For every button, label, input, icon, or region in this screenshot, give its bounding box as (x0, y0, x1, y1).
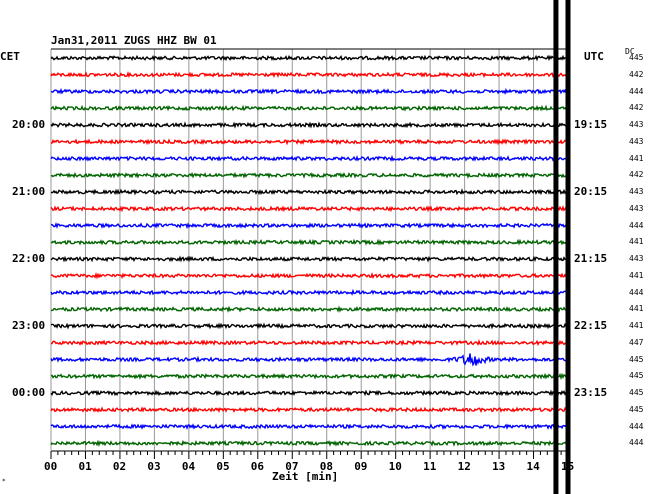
trace-row (50, 305, 569, 313)
right-hour-label: 20:15 (574, 185, 608, 198)
trace-row (50, 255, 569, 263)
x-tick-label: 02 (112, 460, 127, 473)
trace-row (50, 372, 569, 381)
trace-row (50, 104, 569, 112)
dc-offset-value: 445 (629, 354, 644, 364)
right-timezone-label: UTC (584, 50, 604, 63)
dc-offset-value: 445 (629, 388, 644, 397)
left-hour-label: 23:00 (12, 319, 46, 332)
x-tick-label: 14 (526, 460, 540, 473)
trace-row (50, 322, 569, 330)
x-tick-label: 07 (285, 460, 299, 473)
dc-offset-value: 444 (629, 438, 644, 448)
dc-offset-value: 443 (629, 187, 644, 196)
dc-offset-value: 442 (629, 103, 644, 113)
dc-offset-value: 443 (629, 120, 644, 129)
dc-offset-value: 441 (629, 304, 644, 314)
dc-offset-value: 445 (629, 371, 644, 381)
trace-row (50, 439, 569, 447)
chart-title: Jan31,2011 ZUGS HHZ BW 01 (51, 34, 217, 47)
dc-offset-value: 442 (629, 170, 644, 180)
time-markers (553, 0, 571, 494)
dc-offset-value: 444 (629, 86, 644, 96)
trace-row (50, 288, 569, 296)
left-hour-label: 22:00 (12, 252, 46, 265)
x-tick-label: 11 (423, 460, 437, 473)
x-axis-label: Zeit [min] (272, 470, 339, 483)
trace-row (50, 222, 569, 230)
dc-offset-value: 442 (629, 69, 644, 79)
x-tick-label: 12 (457, 460, 471, 473)
trace-lines (50, 54, 569, 447)
dc-offset-value: 441 (629, 321, 644, 330)
trace-row (50, 121, 569, 129)
dc-offset-value: 443 (629, 136, 644, 146)
dc-offset-value: 444 (629, 421, 644, 431)
x-tick-label: 13 (492, 460, 506, 473)
x-axis (50, 450, 569, 459)
left-timezone-label: CET (0, 50, 20, 63)
dc-offset-value: 445 (629, 404, 644, 414)
x-tick-label: 04 (181, 460, 196, 473)
x-tick-label: 00 (44, 460, 58, 473)
x-tick-label: 10 (388, 460, 402, 473)
trace-row (50, 188, 569, 196)
trace-row (50, 423, 569, 430)
dc-offset-value: 441 (629, 237, 644, 247)
x-tick-label: 09 (354, 460, 368, 473)
dc-offset-value: 441 (629, 153, 644, 163)
x-tick-label: 03 (147, 460, 161, 473)
dc-offset-value: 445 (629, 53, 644, 62)
corner-mark: * (2, 478, 6, 485)
dc-offset-value: 441 (629, 270, 644, 280)
dc-offset-value: 443 (629, 203, 644, 213)
left-hour-label: 00:00 (12, 386, 46, 399)
trace-row (50, 154, 569, 162)
trace-row (50, 353, 569, 367)
trace-row (50, 389, 569, 397)
trace-row (50, 238, 569, 246)
left-hour-label: 21:00 (12, 185, 46, 198)
right-hour-label: 23:15 (574, 386, 608, 399)
x-tick-label: 08 (319, 460, 333, 473)
trace-row (50, 271, 569, 280)
right-hour-label: 19:15 (574, 118, 608, 131)
trace-row (50, 87, 569, 96)
trace-row (50, 171, 568, 179)
right-hour-label: 21:15 (574, 252, 608, 265)
dc-column-label: DC (625, 47, 635, 56)
dc-offset-value: 447 (629, 337, 644, 347)
x-tick-label: 01 (78, 460, 92, 473)
trace-row (50, 138, 569, 146)
x-tick-label: 05 (216, 460, 230, 473)
trace-row (50, 54, 569, 62)
trace-row (50, 406, 569, 414)
dc-offset-value: 444 (629, 287, 644, 297)
left-hour-label: 20:00 (12, 118, 46, 131)
dc-offset-value: 444 (629, 220, 644, 230)
trace-row (50, 71, 569, 79)
trace-row (50, 205, 569, 213)
x-tick-label: 15 (561, 460, 575, 473)
x-tick-label: 06 (250, 460, 265, 473)
trace-row (51, 339, 569, 347)
right-hour-label: 22:15 (574, 319, 608, 332)
time-grid (50, 48, 569, 450)
dc-offset-value: 443 (629, 254, 644, 263)
